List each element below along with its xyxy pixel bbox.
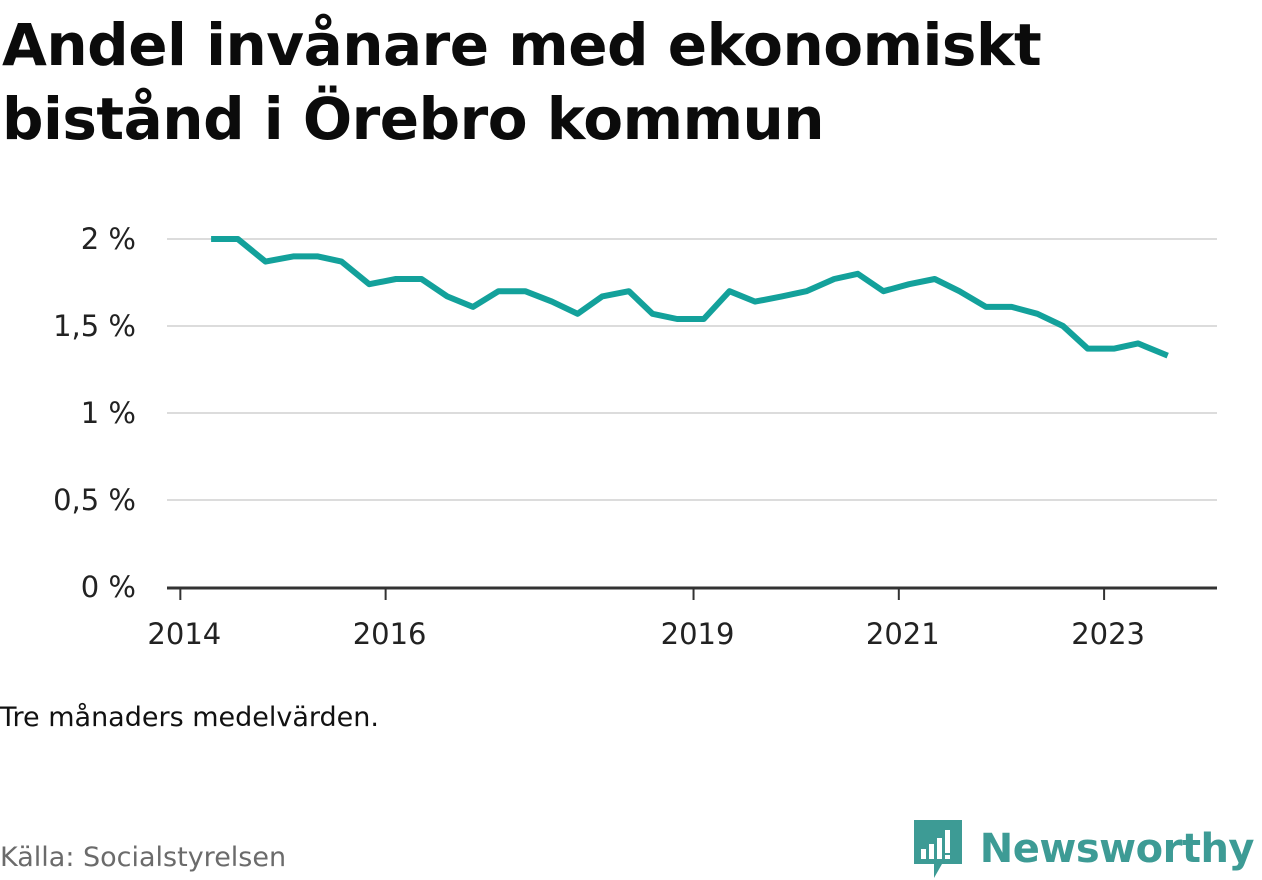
x-tick-label: 2014: [147, 617, 221, 651]
y-tick-label: 0,5 %: [53, 483, 136, 517]
x-tick-label: 2023: [1071, 617, 1145, 651]
source-label: Källa: Socialstyrelsen: [0, 842, 287, 873]
data-point: [752, 299, 758, 305]
y-tick-label: 1,5 %: [53, 309, 136, 343]
data-point: [906, 281, 912, 287]
data-point: [626, 288, 632, 294]
data-point: [470, 304, 476, 310]
data-point: [1135, 340, 1141, 346]
data-point: [1034, 311, 1040, 317]
data-point: [419, 276, 425, 282]
data-point: [831, 276, 837, 282]
data-point: [956, 288, 962, 294]
data-point: [1085, 346, 1091, 352]
gridlines: [167, 238, 1217, 501]
data-point: [235, 236, 241, 242]
data-point: [393, 276, 399, 282]
x-tick-label: 2016: [353, 617, 427, 651]
data-point: [983, 304, 989, 310]
data-point: [701, 316, 707, 322]
data-point: [549, 299, 555, 305]
data-point: [1165, 353, 1171, 359]
data-point: [1060, 323, 1066, 329]
chart-series: [208, 236, 1171, 359]
series-line: [211, 236, 1169, 359]
data-point: [366, 281, 372, 287]
y-tick-label: 1 %: [81, 396, 136, 430]
data-point: [290, 253, 296, 259]
data-point: [599, 293, 605, 299]
data-point: [315, 253, 321, 259]
data-point: [263, 259, 269, 265]
x-axis: 2014 2016 2019 2021 2023: [147, 586, 1217, 651]
data-point: [1111, 346, 1117, 352]
chart-title: Andel invånare med ekonomiskt bistånd i …: [2, 11, 1042, 153]
x-tick-label: 2021: [866, 617, 940, 651]
x-tick-label: 2019: [661, 617, 735, 651]
data-point: [496, 288, 502, 294]
data-point: [575, 311, 581, 317]
data-point: [726, 288, 732, 294]
data-point: [932, 276, 938, 282]
brand-name: Newsworthy: [979, 826, 1255, 872]
y-tick-label: 2 %: [81, 222, 136, 256]
line-chart: 0 % 0,5 % 1 % 1,5 % 2 % 2014 2016 2019 2021 2023: [53, 222, 1217, 651]
data-point: [779, 293, 785, 299]
brand-logo[interactable]: Newsworthy: [912, 818, 1255, 880]
data-point: [803, 288, 809, 294]
bar-chart-speech-bubble-icon: [913, 820, 962, 878]
data-point: [855, 271, 861, 277]
data-point: [880, 288, 886, 294]
data-point: [208, 236, 214, 242]
data-point: [649, 311, 655, 317]
data-point: [1009, 304, 1015, 310]
data-point: [522, 288, 528, 294]
y-axis-tick-labels: 0 % 0,5 % 1 % 1,5 % 2 %: [53, 222, 136, 604]
data-point: [674, 316, 680, 322]
data-point: [444, 293, 450, 299]
y-tick-label: 0 %: [81, 570, 136, 604]
chart-note: Tre månaders medelvärden.: [0, 702, 379, 733]
data-point: [338, 259, 344, 265]
